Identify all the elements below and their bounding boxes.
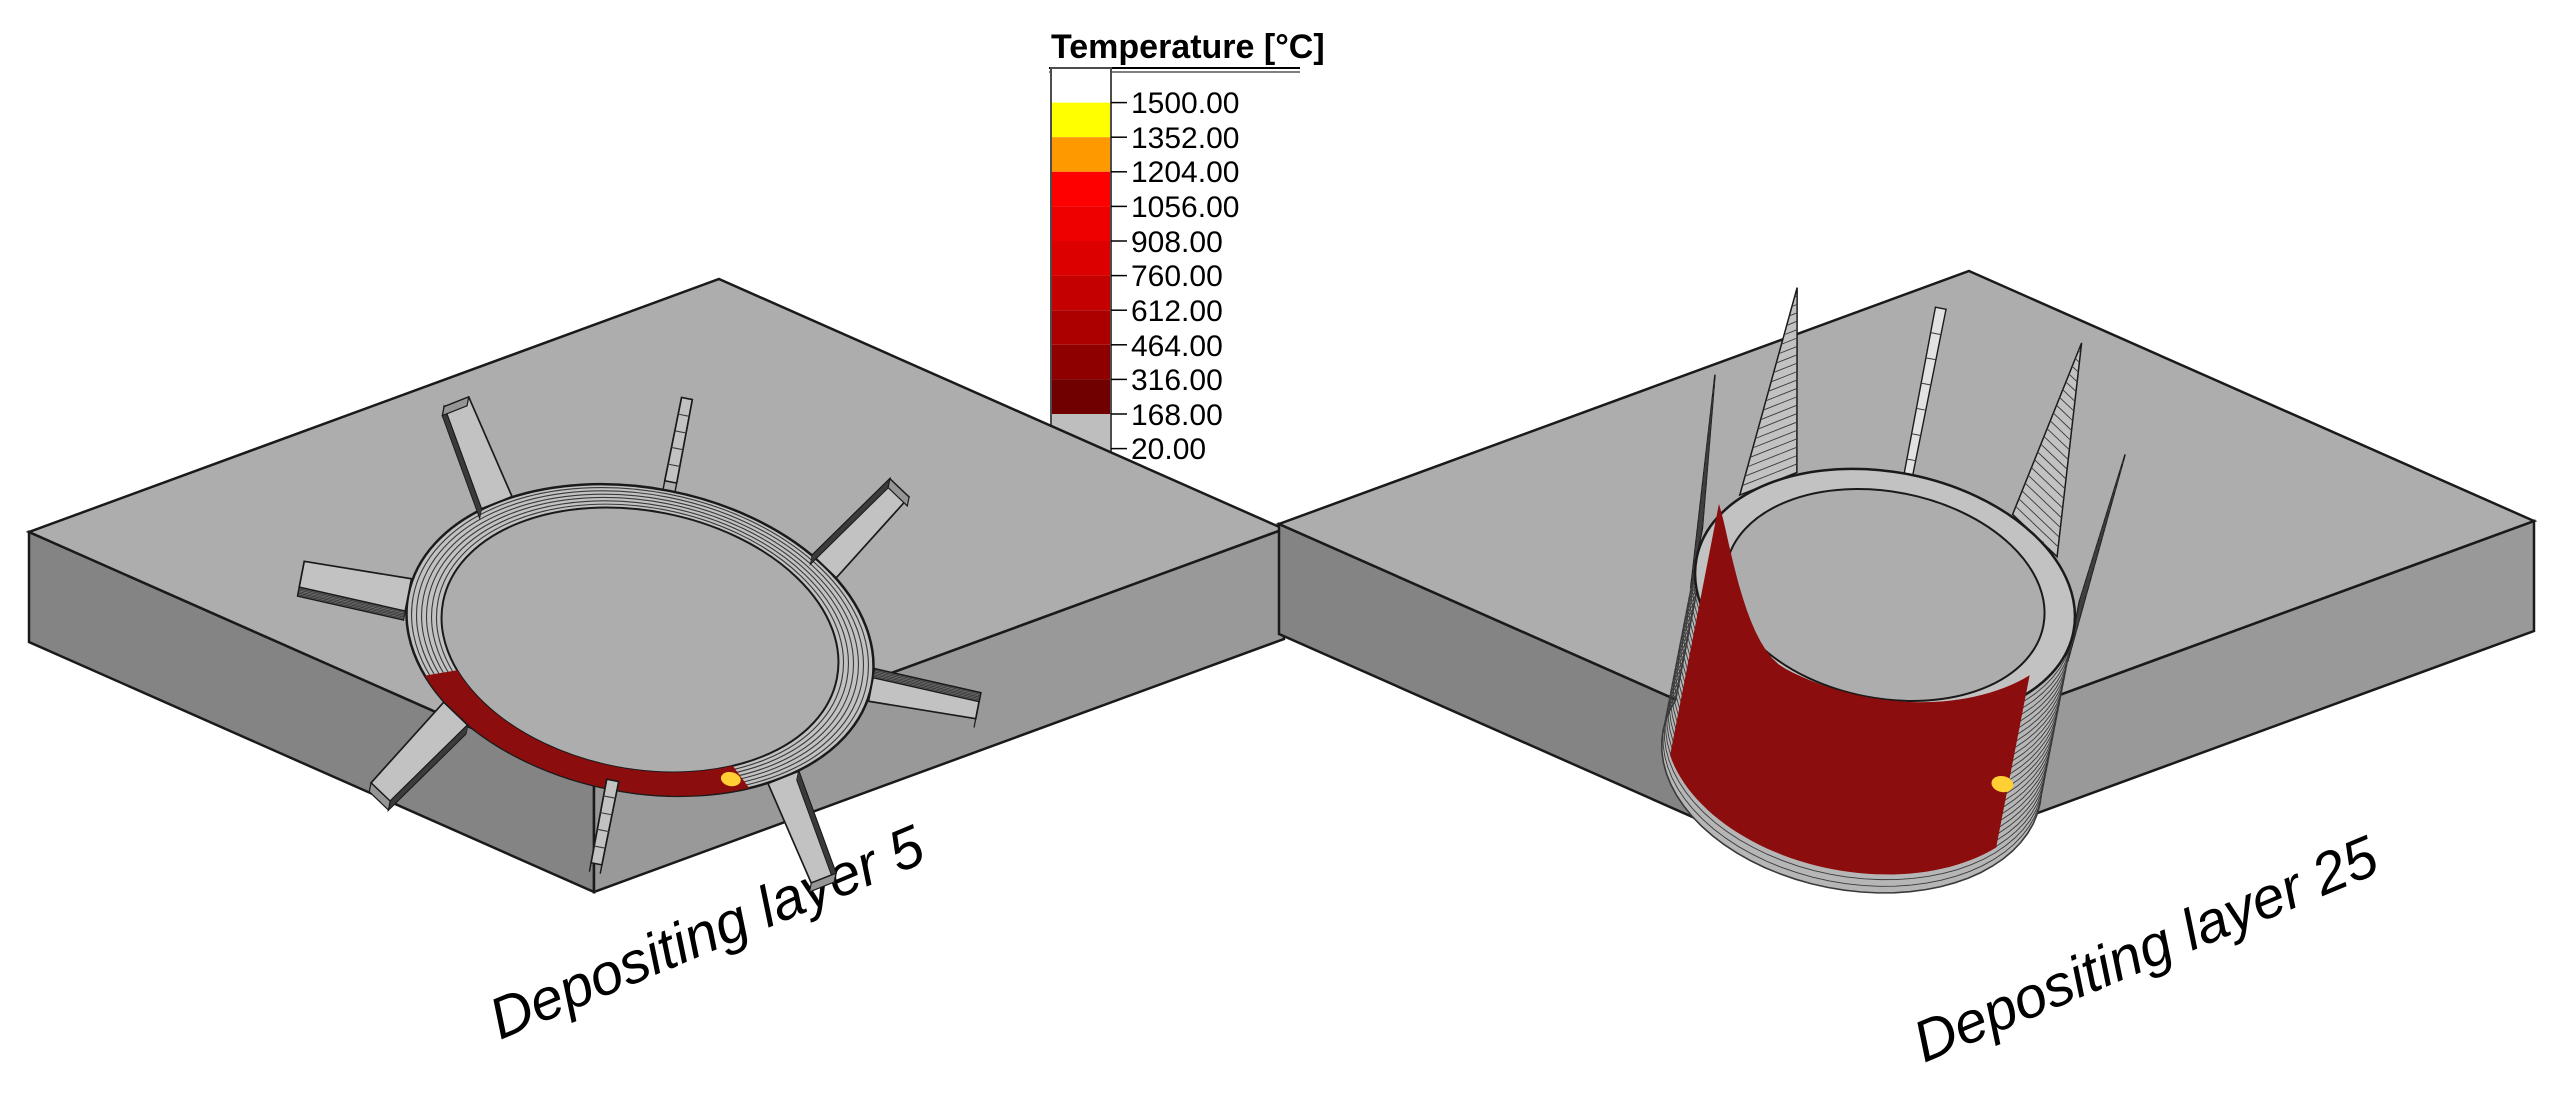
svg-text:20.00: 20.00 xyxy=(1131,433,1206,466)
svg-text:Temperature [°C]: Temperature [°C] xyxy=(1051,28,1325,66)
svg-text:908.00: 908.00 xyxy=(1131,226,1223,259)
svg-text:464.00: 464.00 xyxy=(1131,330,1223,363)
svg-text:1056.00: 1056.00 xyxy=(1131,191,1239,224)
svg-text:1500.00: 1500.00 xyxy=(1131,87,1239,120)
svg-text:1204.00: 1204.00 xyxy=(1131,156,1239,189)
svg-text:168.00: 168.00 xyxy=(1131,399,1223,432)
svg-text:612.00: 612.00 xyxy=(1131,295,1223,328)
svg-text:1352.00: 1352.00 xyxy=(1131,122,1239,155)
svg-text:760.00: 760.00 xyxy=(1131,260,1223,293)
svg-text:316.00: 316.00 xyxy=(1131,364,1223,397)
